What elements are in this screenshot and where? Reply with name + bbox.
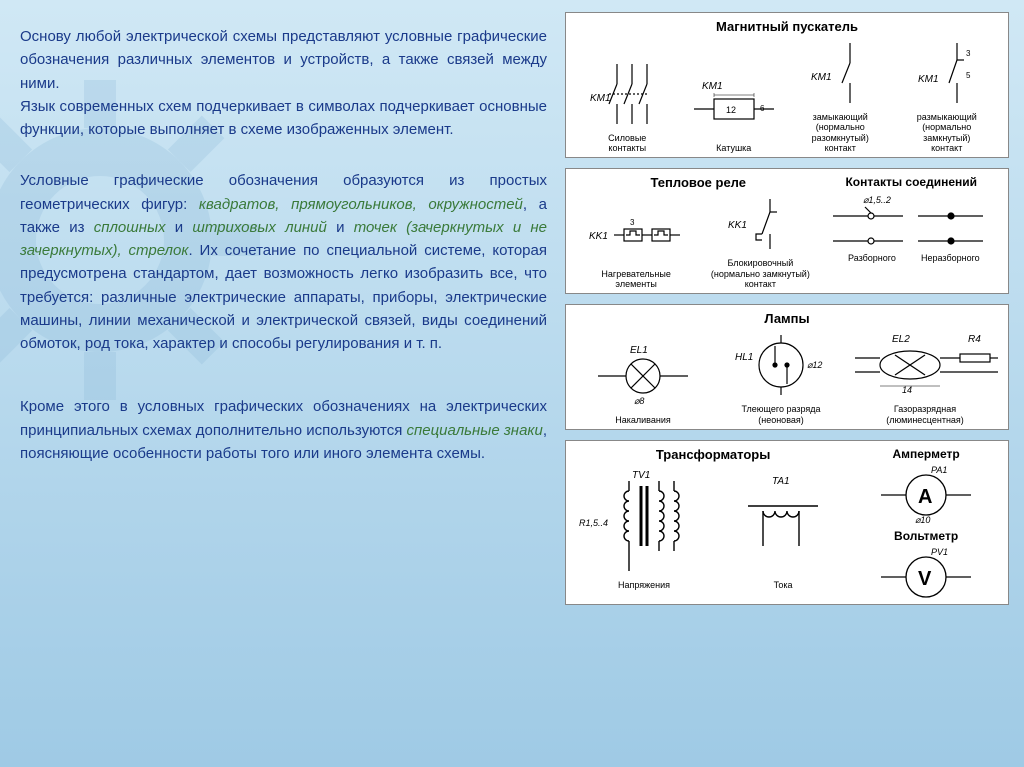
p2d: и (327, 219, 354, 236)
svg-text:V: V (918, 568, 932, 590)
starter-coil: KM1 12 6 Катушка (681, 69, 788, 153)
svg-text:⌀12: ⌀12 (807, 360, 822, 370)
relay-heaters: KK1 3 Нагрев (574, 205, 698, 290)
para-2: Условные графические обозначения образую… (20, 169, 547, 355)
label-heat: Нагревательныеэлементы (601, 269, 670, 290)
starter-nc-contact: KM1 3 5 размыкающий(нормальнозамкнутый)к… (894, 38, 1001, 153)
svg-text:KK1: KK1 (728, 220, 747, 231)
svg-text:KK1: KK1 (589, 231, 608, 242)
p3i: специальные знаки (407, 422, 543, 439)
svg-text:EL2: EL2 (892, 334, 910, 345)
p2i1: квадратов, прямоугольников, окружностей (199, 196, 523, 213)
svg-text:HL1: HL1 (735, 352, 753, 363)
p2i3: штриховых линий (192, 219, 326, 236)
volt-title: Вольтметр (894, 529, 958, 543)
lamp-fluorescent: EL2 R4 14 (850, 330, 1000, 425)
label-fluor: Газоразрядная(люминесцентная) (886, 404, 964, 425)
lamp-incandescent: EL1 ⌀8 Накаливания (574, 341, 712, 425)
svg-text:A: A (918, 486, 932, 508)
svg-text:6: 6 (760, 104, 765, 113)
label-current: Тока (774, 580, 793, 590)
p1b-text: Язык современных схем подчеркивает в сим… (20, 98, 547, 138)
contacts-diagram: ⌀1,5..2 Разборного Неразборного (823, 191, 993, 271)
svg-text:PV1: PV1 (931, 547, 948, 557)
svg-text:⌀8: ⌀8 (634, 396, 644, 406)
para-3: Кроме этого в условных графических обозн… (20, 395, 547, 465)
svg-text:R4: R4 (968, 334, 981, 345)
svg-text:12: 12 (726, 105, 736, 115)
ref-km1-1: KM1 (590, 93, 611, 104)
relay-title: Тепловое реле (574, 175, 823, 190)
para-1: Основу любой электрической схемы предста… (20, 25, 547, 141)
svg-text:3: 3 (630, 218, 635, 227)
svg-text:3: 3 (966, 49, 971, 58)
svg-text:TA1: TA1 (772, 476, 790, 487)
p1-text: Основу любой электрической схемы предста… (20, 28, 547, 92)
svg-text:14: 14 (902, 385, 912, 395)
lamp-neon: HL1 ⌀12 Тлеющего разряда(неоновая) (712, 330, 850, 425)
panel-starter: Магнитный пускатель KM1 Силовыеконтакты … (565, 12, 1009, 158)
trans-current: TA1 Тока (714, 466, 852, 590)
svg-text:KM1: KM1 (918, 74, 939, 85)
trans-voltage: TV1 R1,5..4 (574, 466, 714, 590)
svg-text:5: 5 (966, 71, 971, 80)
label-neon: Тлеющего разряда(неоновая) (741, 404, 820, 425)
lamps-title: Лампы (574, 311, 1000, 326)
svg-text:⌀10: ⌀10 (915, 515, 930, 523)
svg-text:KM1: KM1 (702, 81, 723, 92)
p2i2: сплошных (94, 219, 166, 236)
amp-title: Амперметр (892, 447, 959, 461)
label-no: замыкающий(нормальноразомкнутый)контакт (812, 112, 869, 153)
svg-text:EL1: EL1 (630, 345, 648, 356)
label-incand: Накаливания (615, 415, 670, 425)
diagram-column: Магнитный пускатель KM1 Силовыеконтакты … (565, 0, 1024, 767)
contacts-title: Контакты соединений (823, 175, 1001, 189)
svg-text:Неразборного: Неразборного (921, 253, 980, 263)
trans-title: Трансформаторы (574, 447, 852, 462)
label-block: Блокировочный(нормально замкнутый)контак… (711, 258, 810, 289)
svg-text:TV1: TV1 (632, 470, 650, 481)
svg-text:Разборного: Разборного (848, 253, 896, 263)
starter-no-contact: KM1 замыкающий(нормальноразомкнутый)конт… (787, 38, 894, 153)
p2c: и (166, 219, 193, 236)
starter-title: Магнитный пускатель (574, 19, 1000, 34)
text-column: Основу любой электрической схемы предста… (0, 0, 565, 767)
label-voltage: Напряжения (618, 580, 670, 590)
relay-block-contact: KK1 Блокировочный(нормально замкнутый)ко… (698, 194, 822, 289)
panel-lamps: Лампы EL1 ⌀8 Накаливания (565, 304, 1009, 430)
voltmeter-symbol: PV1 V (871, 545, 981, 600)
panel-relay: Тепловое реле KK1 (565, 168, 1009, 294)
label-coil: Катушка (716, 143, 751, 153)
svg-text:PA1: PA1 (931, 465, 947, 475)
panel-transformers: Трансформаторы TV1 R1,5..4 (565, 440, 1009, 605)
svg-text:KM1: KM1 (811, 72, 832, 83)
svg-text:R1,5..4: R1,5..4 (579, 518, 608, 528)
svg-text:⌀1,5..2: ⌀1,5..2 (863, 195, 891, 205)
label-nc: размыкающий(нормальнозамкнутый)контакт (917, 112, 977, 153)
starter-power-contacts: KM1 Силовыеконтакты (574, 59, 681, 154)
label-power: Силовыеконтакты (608, 133, 646, 154)
ammeter-symbol: PA1 A ⌀10 (871, 463, 981, 523)
